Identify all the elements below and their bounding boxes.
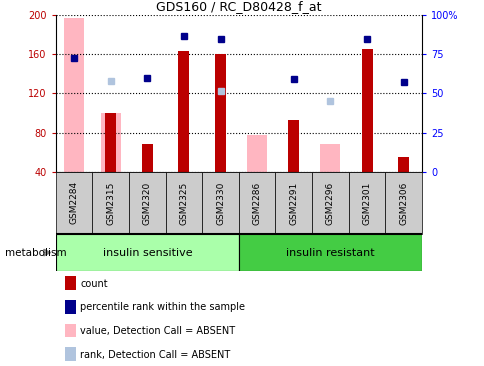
Bar	[384, 172, 421, 234]
Bar	[100, 113, 121, 172]
Bar	[166, 172, 202, 234]
Bar	[361, 49, 372, 172]
Text: GSM2325: GSM2325	[179, 181, 188, 225]
Text: count: count	[80, 279, 107, 289]
Bar	[202, 172, 239, 234]
Bar	[348, 172, 385, 234]
Text: GSM2291: GSM2291	[288, 181, 298, 225]
Text: GSM2320: GSM2320	[142, 181, 151, 225]
Text: insulin resistant: insulin resistant	[286, 247, 374, 258]
Bar	[312, 172, 348, 234]
Bar	[56, 172, 92, 234]
Bar	[275, 172, 312, 234]
Bar	[214, 54, 226, 172]
Bar	[239, 234, 421, 271]
Bar	[92, 172, 129, 234]
Text: GSM2315: GSM2315	[106, 181, 115, 225]
Bar	[105, 113, 116, 172]
Bar	[319, 145, 340, 172]
Bar	[178, 51, 189, 172]
Title: GDS160 / RC_D80428_f_at: GDS160 / RC_D80428_f_at	[156, 0, 321, 14]
Text: rank, Detection Call = ABSENT: rank, Detection Call = ABSENT	[80, 350, 230, 360]
Bar	[287, 120, 299, 172]
Bar	[129, 172, 166, 234]
Text: GSM2301: GSM2301	[362, 181, 371, 225]
Bar	[239, 172, 275, 234]
Text: value, Detection Call = ABSENT: value, Detection Call = ABSENT	[80, 326, 235, 336]
Text: insulin sensitive: insulin sensitive	[102, 247, 192, 258]
Bar	[56, 234, 239, 271]
Text: GSM2296: GSM2296	[325, 181, 334, 225]
Bar	[397, 157, 408, 172]
Text: percentile rank within the sample: percentile rank within the sample	[80, 302, 244, 313]
Text: GSM2286: GSM2286	[252, 181, 261, 225]
Text: GSM2284: GSM2284	[69, 181, 78, 224]
Bar	[64, 18, 84, 172]
Text: GSM2330: GSM2330	[215, 181, 225, 225]
Text: GSM2306: GSM2306	[398, 181, 408, 225]
Text: metabolism: metabolism	[5, 247, 66, 258]
Bar	[141, 145, 152, 172]
Bar	[246, 135, 267, 172]
